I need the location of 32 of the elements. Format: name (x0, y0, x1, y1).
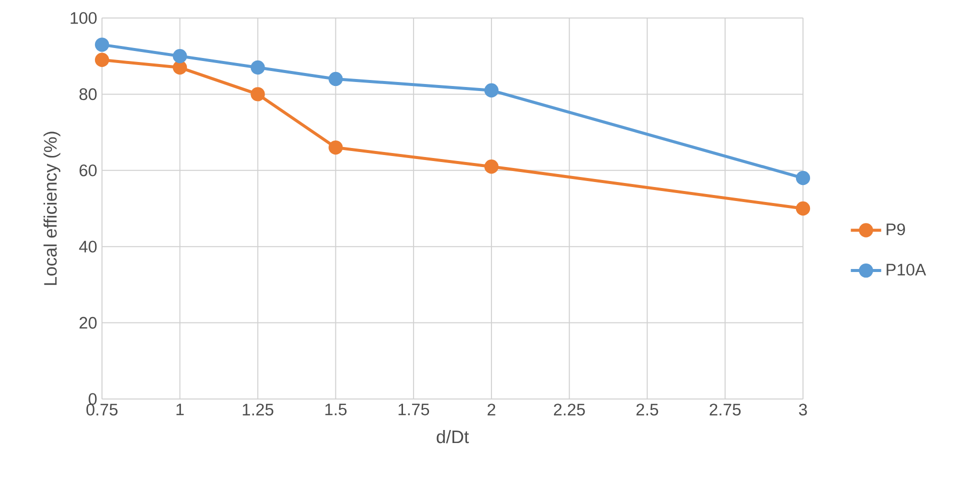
x-tick-label: 1.5 (325, 404, 347, 416)
y-tick-label: 40 (79, 240, 97, 253)
point (172, 49, 187, 64)
y-tick-label: 20 (80, 316, 97, 329)
point (484, 159, 499, 174)
x-tick-label: 2.5 (636, 404, 658, 416)
legend-label: P10A (886, 264, 926, 276)
y-tick-label: 100 (70, 12, 97, 24)
point (94, 52, 110, 68)
x-tick-label: 2 (488, 404, 496, 416)
x-tick-label: 1 (176, 404, 184, 416)
point (250, 87, 265, 102)
x-tick-label: 3 (798, 404, 807, 416)
x-tick-label: 2.75 (710, 404, 741, 416)
point (484, 83, 499, 98)
y-tick-label: 60 (80, 164, 97, 176)
x-tick-label: 0.75 (86, 404, 118, 416)
x-tick-label: 1.25 (242, 404, 274, 416)
x-axis-title: d/Dt (436, 430, 469, 444)
y-tick-label: 80 (79, 88, 97, 100)
point (172, 60, 187, 75)
legend-label: P9 (886, 223, 905, 236)
x-tick-label: 1.75 (398, 404, 430, 416)
point (328, 140, 343, 155)
x-tick-label: 2.25 (554, 404, 585, 416)
point (796, 170, 810, 186)
point (94, 38, 110, 52)
y-axis-title: Local efficiency (%) (44, 132, 60, 285)
point (250, 60, 265, 75)
point (796, 201, 810, 216)
y-tick-label: 0 (88, 393, 97, 405)
point (328, 72, 343, 86)
